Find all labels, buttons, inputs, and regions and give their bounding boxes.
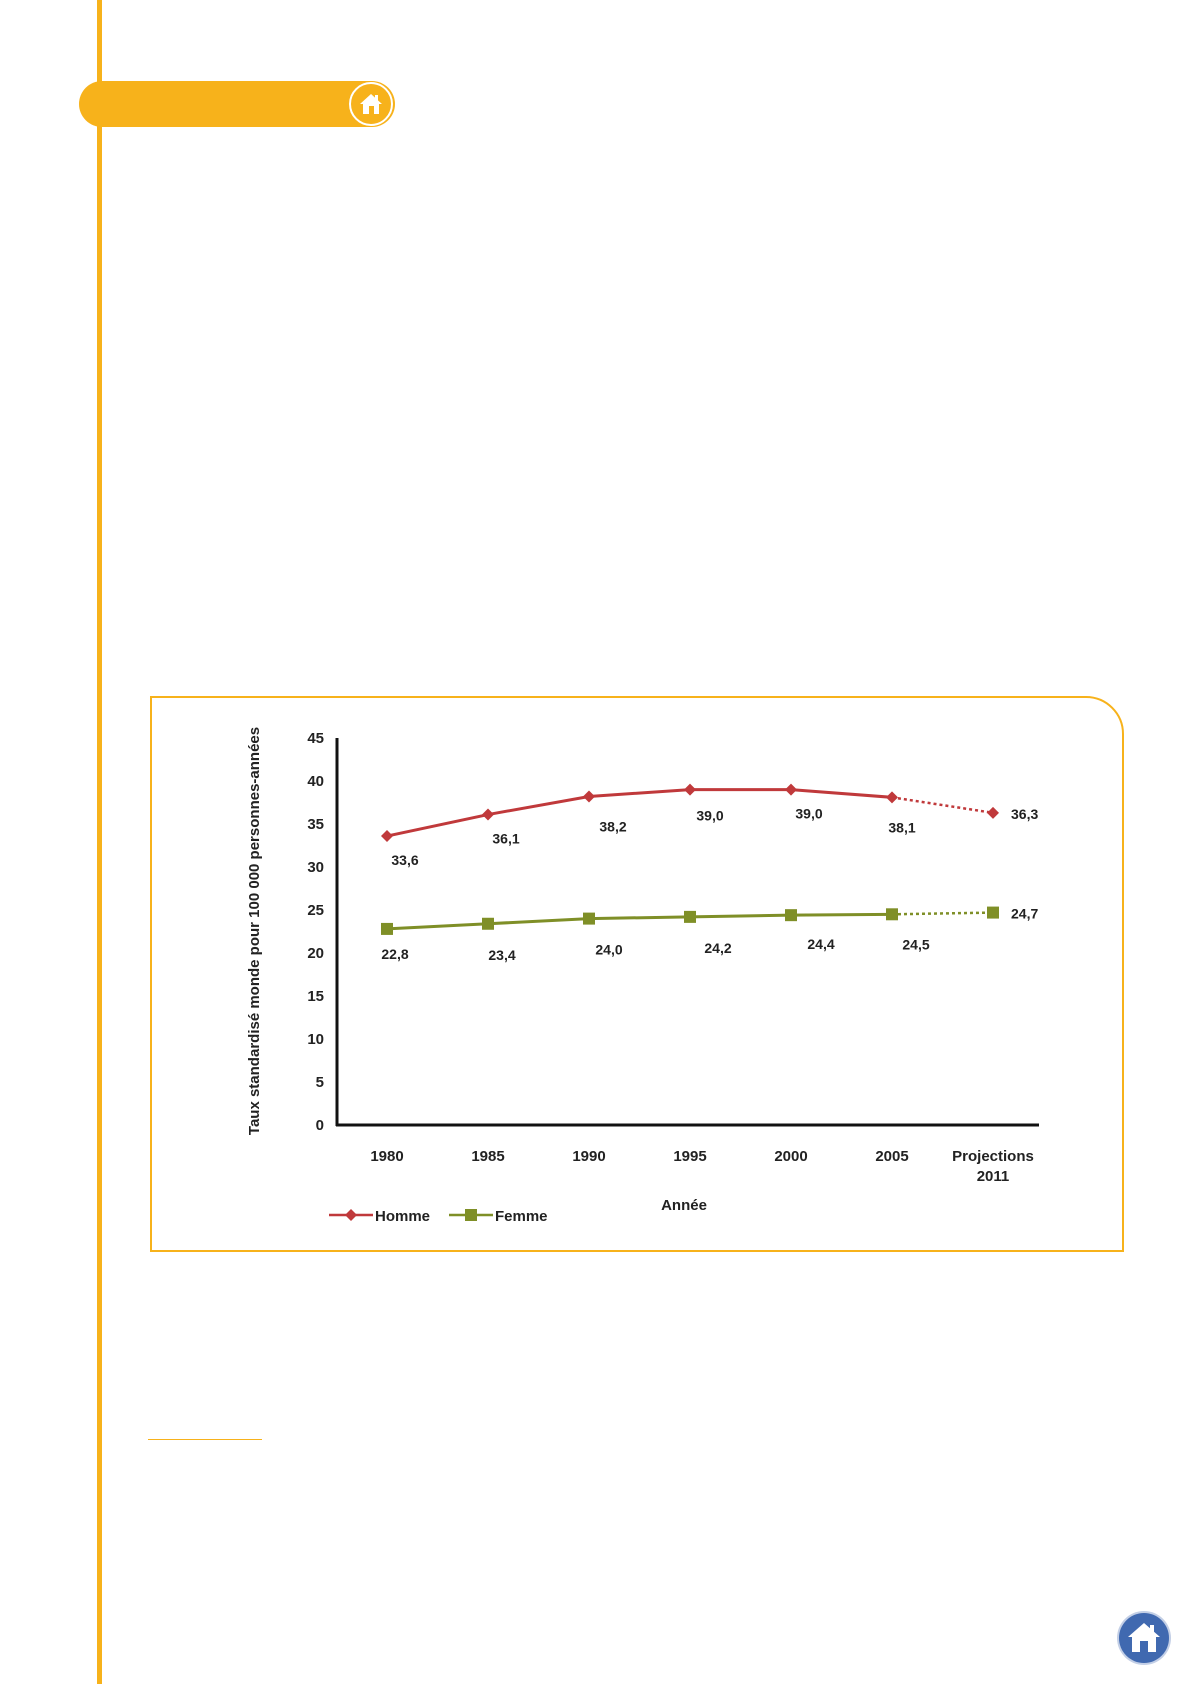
homme-marker <box>381 830 393 843</box>
legend-label: Femme <box>495 1208 548 1225</box>
data-label: 38,1 <box>888 819 915 835</box>
home-button[interactable] <box>1119 1613 1169 1663</box>
data-label: 24,4 <box>807 936 834 952</box>
y-tick-label: 20 <box>307 945 324 962</box>
footnote-rule <box>148 1439 262 1440</box>
y-tick-label: 0 <box>316 1117 324 1134</box>
homme-marker <box>684 783 696 796</box>
homme-projection-line <box>891 796 994 815</box>
chart-frame: 0 5 10 15 20 25 30 35 40 45 1980 1985 1990 1995 2000 20… <box>150 696 1124 1252</box>
femme-projection-line <box>891 911 994 916</box>
data-label: 36,1 <box>492 831 519 847</box>
home-icon <box>360 94 382 114</box>
femme-marker <box>381 922 393 935</box>
femme-marker <box>886 908 898 921</box>
homme-line <box>386 788 893 838</box>
y-axis-label: Taux standardisé monde pour 100 000 pers… <box>246 727 263 1135</box>
x-tick-label: 1995 <box>673 1148 706 1165</box>
data-label: 24,5 <box>902 936 929 952</box>
homme-marker <box>987 806 999 819</box>
homme-marker <box>583 790 595 803</box>
y-tick-label: 35 <box>307 816 324 833</box>
line-chart: 0 5 10 15 20 25 30 35 40 45 1980 1985 1990 1995 2000 20… <box>246 727 1039 1225</box>
x-axis-label: Année <box>661 1197 707 1214</box>
x-tick-label: 1990 <box>572 1148 605 1165</box>
femme-marker <box>482 917 494 930</box>
legend-label: Homme <box>375 1208 430 1225</box>
home-icon <box>1128 1623 1160 1652</box>
homme-marker <box>785 783 797 796</box>
x-tick-label: 2005 <box>875 1148 908 1165</box>
section-tab <box>79 81 395 127</box>
data-label: 39,0 <box>696 808 723 824</box>
y-tick-label: 10 <box>307 1031 324 1048</box>
data-label: 39,0 <box>795 806 822 822</box>
tab-home-button[interactable] <box>349 82 393 126</box>
data-label: 36,3 <box>1011 806 1038 822</box>
data-label: 38,2 <box>599 818 626 834</box>
x-tick-label: Projections <box>952 1148 1034 1165</box>
y-tick-label: 45 <box>307 730 324 747</box>
data-label: 24,0 <box>595 942 622 958</box>
femme-marker <box>684 910 696 923</box>
femme-line <box>386 912 893 931</box>
homme-marker <box>886 791 898 804</box>
femme-marker <box>583 912 595 925</box>
vertical-accent-bar <box>97 0 102 1684</box>
x-tick-label: 1985 <box>471 1148 504 1165</box>
y-tick-label: 30 <box>307 859 324 876</box>
data-label: 23,4 <box>488 947 515 963</box>
x-tick-label: 2000 <box>774 1148 807 1165</box>
legend-marker <box>465 1209 477 1221</box>
data-label: 24,7 <box>1011 906 1038 922</box>
data-label: 22,8 <box>381 946 408 962</box>
femme-marker <box>785 909 797 922</box>
y-tick-label: 15 <box>307 988 324 1005</box>
data-label: 24,2 <box>704 940 731 956</box>
x-tick-label: 1980 <box>370 1148 403 1165</box>
y-tick-label: 40 <box>307 773 324 790</box>
x-tick-label: 2011 <box>977 1168 1010 1185</box>
legend-marker <box>345 1209 357 1221</box>
homme-marker <box>482 808 494 821</box>
femme-marker <box>987 906 999 919</box>
y-tick-label: 5 <box>316 1074 324 1091</box>
data-label: 33,6 <box>391 852 418 868</box>
y-tick-label: 25 <box>307 902 324 919</box>
